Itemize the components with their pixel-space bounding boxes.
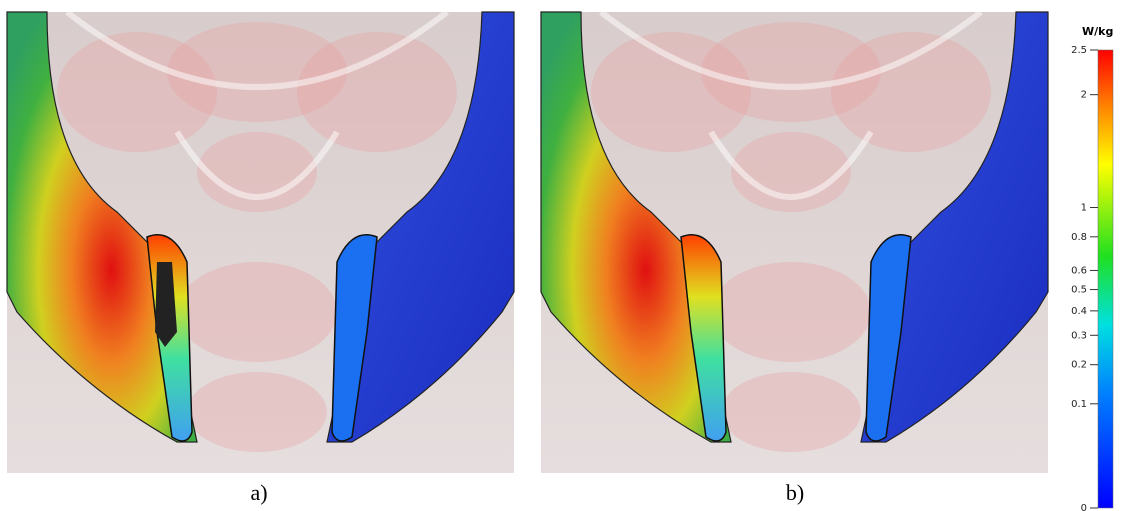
colorbar-tick-label: 0.3 (1071, 330, 1087, 341)
colorbar-tick-label: 0.2 (1071, 360, 1087, 371)
anatomy (591, 32, 751, 152)
tooth-right (331, 234, 378, 442)
skull-outline (599, 9, 983, 200)
anatomy (721, 372, 861, 452)
colorbar-tick-label: 0.4 (1071, 306, 1087, 317)
implant (155, 262, 177, 347)
anatomy (167, 22, 347, 122)
colorbar-tick-label: 0.6 (1071, 265, 1087, 276)
render-panel (540, 9, 1049, 473)
colorbar-tick-label: 0.8 (1071, 232, 1087, 243)
colorbar-tick-label: 0.5 (1071, 285, 1087, 296)
anatomy (701, 22, 881, 122)
skull-outline (65, 9, 449, 200)
colorbar-tick-label: 2 (1081, 90, 1087, 101)
colorbar-tick-label: 0 (1081, 503, 1087, 511)
colorbar-tick-label: 0.1 (1071, 399, 1087, 410)
anatomy (57, 32, 217, 152)
anatomy (711, 262, 871, 362)
anatomy (197, 132, 317, 212)
tooth-right (865, 234, 912, 442)
panel-label: a) (250, 480, 267, 505)
colorbar-tick-label: 2.5 (1071, 45, 1087, 56)
panel-label: b) (786, 480, 804, 505)
anatomy (177, 262, 337, 362)
anatomy (297, 32, 457, 152)
colorbar (1097, 49, 1114, 509)
tooth-left (680, 234, 727, 442)
anatomy (731, 132, 851, 212)
anatomy (831, 32, 991, 152)
render-panel (6, 9, 515, 473)
colorbar-tick-label: 1 (1081, 203, 1087, 214)
colorbar-unit: W/kg (1082, 25, 1113, 38)
anatomy (187, 372, 327, 452)
